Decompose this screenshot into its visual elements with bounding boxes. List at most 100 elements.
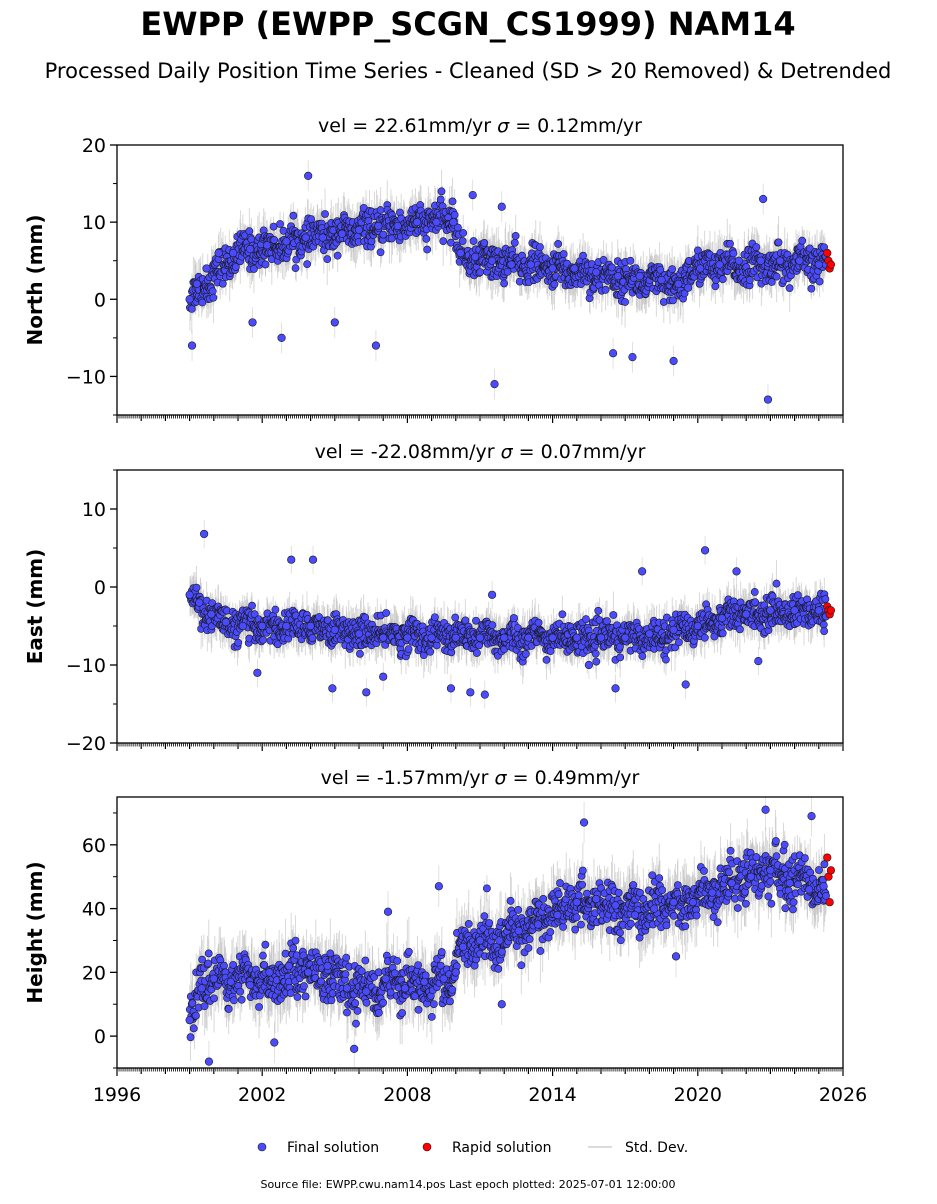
panel-title-velocity: vel = -22.08mm/yr bbox=[315, 441, 501, 463]
final-solution-point bbox=[799, 237, 806, 244]
final-solution-point bbox=[592, 268, 600, 276]
final-solution-point bbox=[304, 261, 311, 268]
final-solution-point bbox=[290, 212, 297, 219]
y-axis-label-east: East (mm) bbox=[23, 549, 47, 665]
final-solution-point bbox=[757, 257, 765, 265]
final-solution-point bbox=[308, 216, 315, 223]
final-solution-point bbox=[481, 239, 488, 246]
final-solution-point bbox=[580, 252, 587, 259]
final-solution-point bbox=[808, 285, 815, 292]
panels: vel = 22.61mm/yr σ = 0.12mm/yr North (mm)… bbox=[23, 115, 867, 1106]
final-solution-point bbox=[776, 257, 784, 265]
final-solution-point bbox=[437, 196, 444, 203]
final-solution-point bbox=[248, 602, 255, 609]
final-solution-point bbox=[746, 276, 753, 283]
panel-title-sigma: = 0.07mm/yr bbox=[513, 441, 646, 463]
panel-north: vel = 22.61mm/yr σ = 0.12mm/yr North (mm)… bbox=[23, 115, 843, 423]
panel-title-east: vel = -22.08mm/yr σ = 0.07mm/yr bbox=[315, 441, 646, 463]
final-solution-point bbox=[246, 228, 253, 235]
final-solution-point bbox=[459, 237, 466, 244]
final-solution-point bbox=[377, 206, 384, 213]
final-solution-point bbox=[471, 253, 479, 261]
outlier-point bbox=[491, 380, 499, 388]
final-solution-point bbox=[675, 280, 683, 288]
final-solution-point bbox=[608, 264, 615, 271]
rapid-solution-point bbox=[823, 249, 831, 257]
final-solution-point bbox=[292, 265, 299, 272]
final-solution-point bbox=[186, 295, 194, 303]
final-solution-point bbox=[272, 606, 279, 613]
outlier-point bbox=[469, 191, 477, 199]
final-solution-point bbox=[696, 265, 704, 273]
final-solution-point bbox=[210, 294, 217, 301]
final-solution-point bbox=[730, 250, 737, 257]
final-solution-point bbox=[571, 265, 579, 273]
final-solution-point bbox=[319, 234, 327, 242]
final-solution-point bbox=[551, 281, 558, 288]
final-solution-point bbox=[621, 298, 628, 305]
final-solution-point bbox=[424, 246, 431, 253]
y-tick-label: −10 bbox=[66, 366, 106, 388]
final-solution-point bbox=[719, 276, 726, 283]
final-solution-point bbox=[246, 245, 254, 253]
final-solution-point bbox=[193, 280, 201, 288]
final-solution-point bbox=[433, 218, 441, 226]
plot-area-north bbox=[186, 160, 835, 415]
final-solution-point bbox=[450, 218, 458, 226]
final-solution-point bbox=[438, 188, 445, 195]
final-solution-point bbox=[549, 265, 557, 273]
final-solution-point bbox=[658, 276, 666, 284]
final-solution-point bbox=[215, 249, 223, 257]
final-solution-point bbox=[309, 634, 316, 641]
outlier-point bbox=[609, 349, 617, 357]
final-solution-point bbox=[726, 240, 733, 247]
final-solution-point bbox=[262, 261, 269, 268]
outlier-point bbox=[188, 342, 196, 350]
final-solution-point bbox=[324, 256, 331, 263]
outlier-point bbox=[670, 357, 678, 365]
final-solution-point bbox=[457, 249, 465, 257]
final-solution-point bbox=[235, 639, 242, 646]
sigma-symbol: σ bbox=[497, 115, 510, 137]
final-solution-point bbox=[209, 288, 216, 295]
final-solution-point bbox=[716, 261, 724, 269]
figure-title: EWPP (EWPP_SCGN_CS1999) NAM14 bbox=[140, 5, 795, 43]
y-axis-label-north: North (mm) bbox=[23, 214, 47, 345]
final-solution-point bbox=[477, 269, 484, 276]
final-solution-point bbox=[203, 265, 211, 273]
plot-area-east bbox=[186, 520, 835, 709]
final-solution-point bbox=[627, 257, 634, 264]
final-solution-point bbox=[270, 223, 277, 230]
final-solution-point bbox=[283, 238, 291, 246]
outlier-point bbox=[759, 195, 767, 203]
final-solution-point bbox=[512, 232, 519, 239]
final-solution-point bbox=[508, 261, 516, 269]
final-solution-point bbox=[773, 273, 780, 280]
final-solution-point bbox=[527, 261, 535, 269]
outlier-point bbox=[764, 396, 772, 404]
final-solution-point bbox=[219, 280, 226, 287]
panel-east: vel = -22.08mm/yr σ = 0.07mm/yr East (mm)… bbox=[23, 441, 843, 755]
final-solution-point bbox=[388, 235, 395, 242]
final-solution-point bbox=[440, 238, 447, 245]
rapid-solution-point bbox=[827, 261, 835, 269]
final-solution-point bbox=[259, 636, 266, 643]
final-solution-point bbox=[413, 218, 421, 226]
panel-title-sigma: = 0.12mm/yr bbox=[509, 115, 642, 137]
final-solution-point bbox=[786, 285, 793, 292]
final-solution-point bbox=[302, 234, 310, 242]
final-solution-point bbox=[775, 239, 782, 246]
final-solution-point bbox=[229, 249, 237, 257]
final-solution-point bbox=[338, 230, 346, 238]
y-tick-label: 0 bbox=[94, 289, 106, 311]
final-solution-point bbox=[193, 584, 200, 591]
outlier-point bbox=[372, 342, 380, 350]
final-solution-point bbox=[602, 286, 609, 293]
panel-title-velocity: vel = 22.61mm/yr bbox=[318, 115, 497, 137]
final-solution-point bbox=[271, 236, 278, 243]
final-solution-point bbox=[276, 220, 283, 227]
final-solution-point bbox=[815, 261, 823, 269]
final-solution-point bbox=[321, 210, 328, 217]
